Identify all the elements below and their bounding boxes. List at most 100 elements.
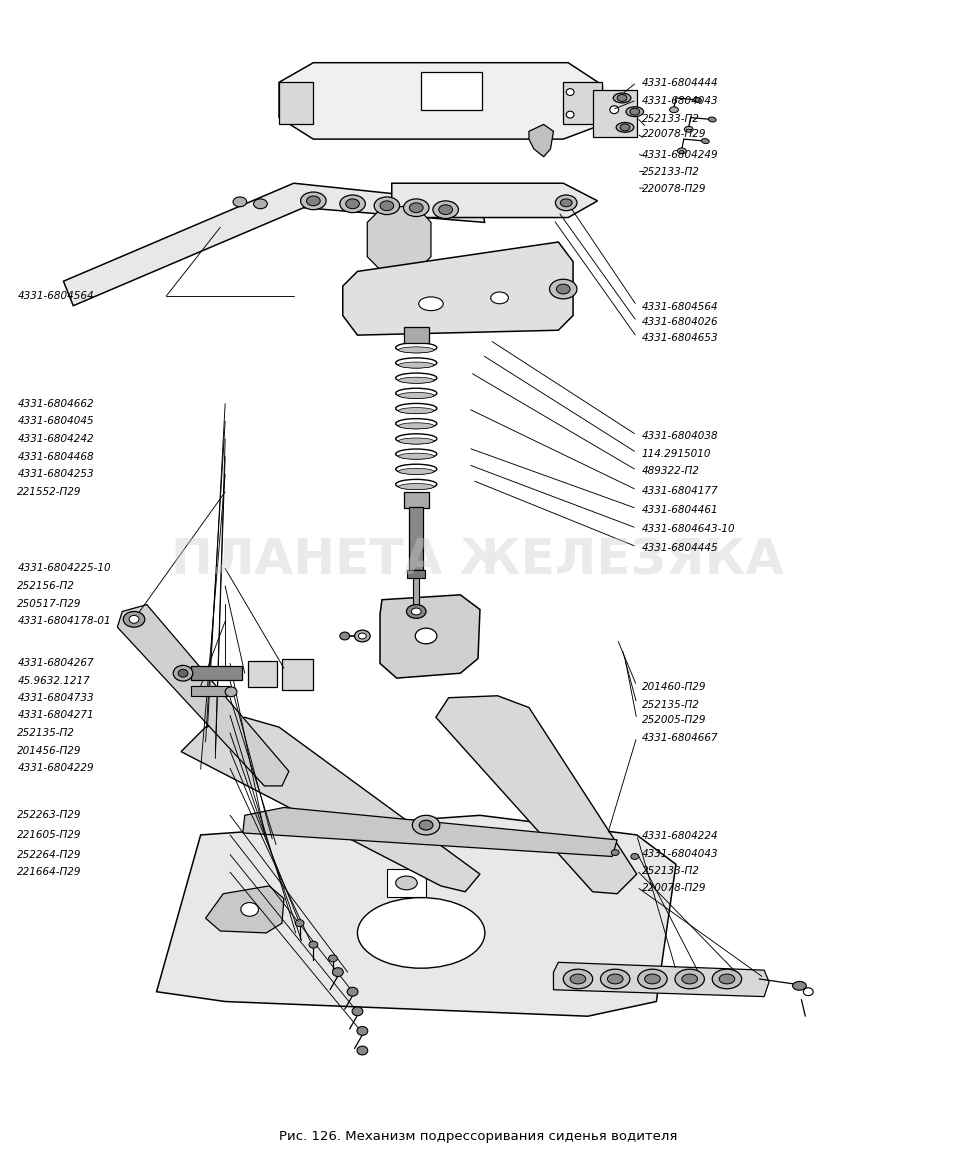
Ellipse shape: [396, 877, 417, 890]
Polygon shape: [181, 717, 480, 892]
Text: 4331-6804045: 4331-6804045: [17, 416, 94, 427]
Text: 252156-П2: 252156-П2: [17, 581, 76, 591]
Ellipse shape: [352, 1007, 363, 1016]
Ellipse shape: [300, 192, 326, 210]
Ellipse shape: [399, 393, 434, 398]
Text: 220078-П29: 220078-П29: [641, 883, 706, 893]
Ellipse shape: [678, 148, 686, 154]
Ellipse shape: [550, 279, 577, 299]
Text: 489322-П2: 489322-П2: [641, 466, 700, 476]
Ellipse shape: [241, 902, 258, 917]
Text: 4331-6804564: 4331-6804564: [17, 291, 94, 301]
Text: 4331-6804667: 4331-6804667: [641, 732, 718, 743]
Text: 252263-П29: 252263-П29: [17, 810, 82, 820]
Ellipse shape: [620, 124, 630, 131]
Ellipse shape: [638, 969, 667, 989]
Ellipse shape: [396, 464, 437, 473]
Ellipse shape: [406, 605, 426, 619]
Text: 252005-П29: 252005-П29: [641, 715, 706, 725]
Text: 4331-6804444: 4331-6804444: [641, 79, 718, 88]
Polygon shape: [279, 82, 314, 124]
Text: 221605-П29: 221605-П29: [17, 830, 82, 840]
Text: 4331-6804253: 4331-6804253: [17, 469, 94, 479]
Ellipse shape: [309, 941, 317, 948]
Ellipse shape: [702, 138, 709, 144]
Ellipse shape: [396, 373, 437, 383]
Text: 4331-6804043: 4331-6804043: [641, 849, 718, 859]
Text: 45.9632.1217: 45.9632.1217: [17, 676, 90, 686]
Text: 252135-П2: 252135-П2: [17, 728, 76, 738]
Ellipse shape: [399, 484, 434, 490]
Text: 252133-П2: 252133-П2: [641, 168, 700, 177]
Bar: [422, 73, 482, 110]
Polygon shape: [243, 808, 618, 857]
Ellipse shape: [412, 816, 440, 834]
Ellipse shape: [556, 284, 570, 294]
Ellipse shape: [719, 974, 735, 983]
Polygon shape: [529, 124, 554, 157]
Text: 4331-6804043: 4331-6804043: [641, 96, 718, 105]
Ellipse shape: [613, 93, 631, 103]
Ellipse shape: [419, 820, 433, 830]
Ellipse shape: [295, 920, 304, 927]
Ellipse shape: [411, 608, 422, 615]
Text: 252264-П29: 252264-П29: [17, 850, 82, 859]
Polygon shape: [436, 696, 637, 894]
Text: 4331-6804225-10: 4331-6804225-10: [17, 564, 111, 573]
Ellipse shape: [129, 615, 139, 624]
Ellipse shape: [675, 969, 705, 989]
Ellipse shape: [396, 388, 437, 398]
Polygon shape: [343, 243, 573, 335]
Ellipse shape: [610, 105, 619, 114]
Ellipse shape: [415, 628, 437, 643]
Bar: [413, 578, 419, 607]
Ellipse shape: [617, 122, 634, 132]
Ellipse shape: [358, 898, 485, 968]
Text: 114.2915010: 114.2915010: [641, 449, 711, 458]
Ellipse shape: [409, 203, 424, 212]
Ellipse shape: [684, 127, 693, 132]
Ellipse shape: [439, 205, 452, 214]
Text: 221664-П29: 221664-П29: [17, 867, 82, 877]
Ellipse shape: [173, 666, 193, 681]
Text: 220078-П29: 220078-П29: [641, 184, 706, 195]
Text: 4331-6804026: 4331-6804026: [641, 318, 718, 327]
Bar: [248, 661, 277, 687]
Ellipse shape: [563, 969, 593, 989]
Ellipse shape: [123, 612, 144, 627]
Polygon shape: [380, 595, 480, 679]
Text: 4331-6804242: 4331-6804242: [17, 434, 94, 444]
Ellipse shape: [357, 1027, 368, 1035]
Polygon shape: [593, 90, 637, 137]
Ellipse shape: [355, 631, 370, 642]
Ellipse shape: [233, 197, 247, 206]
Ellipse shape: [682, 974, 698, 983]
Polygon shape: [554, 962, 769, 996]
Ellipse shape: [178, 669, 188, 677]
Ellipse shape: [694, 97, 702, 102]
Ellipse shape: [399, 438, 434, 444]
Ellipse shape: [631, 853, 639, 859]
Text: Рис. 126. Механизм подрессоривания сиденья водителя: Рис. 126. Механизм подрессоривания сиден…: [279, 1130, 677, 1143]
Ellipse shape: [560, 199, 572, 206]
Text: 4331-6804564: 4331-6804564: [641, 301, 718, 312]
Polygon shape: [118, 605, 289, 786]
Polygon shape: [157, 816, 676, 1016]
Ellipse shape: [346, 199, 359, 209]
Ellipse shape: [358, 633, 366, 639]
Ellipse shape: [399, 347, 434, 353]
Ellipse shape: [626, 107, 643, 116]
Bar: [409, 506, 424, 571]
Ellipse shape: [566, 111, 574, 118]
Ellipse shape: [399, 423, 434, 429]
Polygon shape: [367, 206, 431, 272]
Text: 250517-П29: 250517-П29: [17, 599, 82, 608]
Ellipse shape: [399, 408, 434, 414]
Bar: [191, 686, 230, 696]
Ellipse shape: [803, 988, 814, 996]
Text: 252133-П2: 252133-П2: [641, 114, 700, 123]
Polygon shape: [63, 183, 485, 306]
Text: 4331-6804643-10: 4331-6804643-10: [641, 524, 735, 534]
Polygon shape: [392, 183, 598, 218]
Text: 4331-6804733: 4331-6804733: [17, 693, 94, 703]
